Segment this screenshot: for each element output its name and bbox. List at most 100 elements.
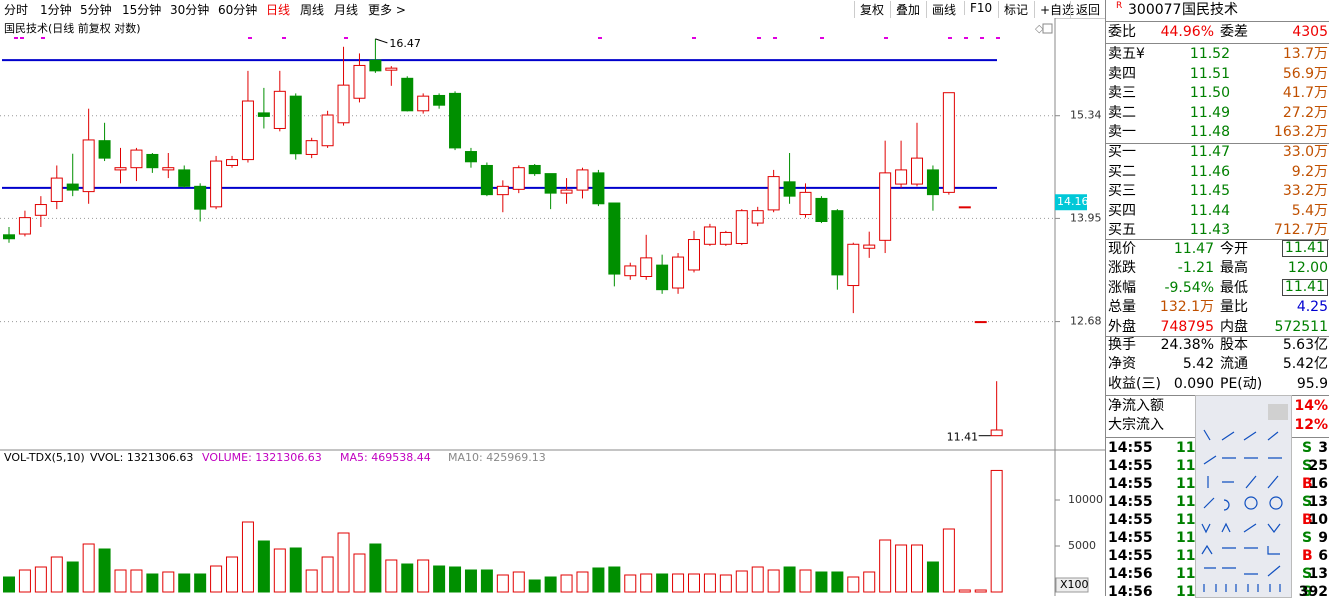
finance-row-cell: 0.090 <box>1173 375 1214 392</box>
candle-body <box>385 67 398 71</box>
book-size: 5.4万 <box>1291 202 1328 219</box>
trade-count: 6 <box>1318 548 1328 564</box>
volume-bar <box>82 543 95 593</box>
trade-side: S <box>1302 440 1313 456</box>
toolbar-button[interactable]: 标记 <box>998 1 1033 18</box>
toolbar-button[interactable]: F10 <box>964 1 997 15</box>
candle-body <box>449 92 462 149</box>
candle-body <box>990 429 1003 437</box>
candle-body <box>433 94 446 106</box>
volume-bar <box>608 566 621 593</box>
quote-row-cell: 11.47 <box>1173 241 1214 257</box>
candle-body <box>321 114 334 147</box>
period-tab[interactable]: 15分钟 <box>122 3 162 17</box>
volume-bar <box>687 573 700 593</box>
separator <box>1106 43 1329 44</box>
trade-row: 14:56 11. S 392 <box>1106 583 1329 596</box>
toolbar-button[interactable]: 叠加 <box>890 1 925 18</box>
toolbar-button[interactable]: +自选 <box>1034 1 1079 18</box>
volume-bar <box>592 567 605 593</box>
period-tab[interactable]: 周线 <box>300 3 325 17</box>
trade-row: 14:55 11. S 25 <box>1106 457 1329 476</box>
book-price: 11.51 <box>1189 65 1230 82</box>
trade-price: 11. <box>1176 548 1201 564</box>
separator <box>1106 336 1329 337</box>
quote-row-cell: 132.1万 <box>1159 299 1214 316</box>
volume-bar <box>767 569 780 593</box>
candle-body <box>98 140 111 159</box>
period-tab[interactable]: 60分钟 <box>218 3 258 17</box>
quote-row-cell: -1.21 <box>1177 260 1214 277</box>
book-price: 11.47 <box>1189 144 1230 160</box>
book-label: 买五 <box>1108 222 1136 238</box>
trade-count: 3 <box>1318 440 1328 456</box>
candle-body <box>719 231 732 245</box>
book-label: 买一 <box>1108 144 1136 160</box>
quote-row-cell: -9.54% <box>1164 279 1214 296</box>
volume-bar <box>353 553 366 593</box>
trade-price: 11. <box>1176 440 1201 456</box>
toolbar-button[interactable]: 复权 <box>854 1 889 18</box>
book-size: 33.0万 <box>1282 144 1328 160</box>
volume-bar <box>576 571 589 593</box>
candle-body <box>82 139 95 193</box>
candle-body <box>831 210 844 276</box>
ratio-row-cell: 44.96% <box>1160 24 1214 40</box>
period-tab[interactable]: 更多 > <box>368 3 406 17</box>
period-tab[interactable]: 1分钟 <box>40 3 72 17</box>
tool-btn[interactable] <box>1268 404 1288 420</box>
toolbar-button[interactable]: 返回 <box>1070 1 1105 18</box>
period-tab[interactable]: 分时 <box>4 3 29 17</box>
y-tick-label: 5000 <box>1068 539 1096 552</box>
trade-count: 16 <box>1308 476 1328 492</box>
period-tab[interactable]: 30分钟 <box>170 3 210 17</box>
finance-row-cell: PE(动) <box>1220 375 1263 392</box>
volume-bar <box>98 548 111 593</box>
trade-count: 13 <box>1308 494 1328 510</box>
draw-tools-popup[interactable] <box>1195 395 1292 598</box>
quote-row-cell: 12.00 <box>1287 260 1328 277</box>
book-size: 56.9万 <box>1282 65 1328 82</box>
vol-title: VOL-TDX(5,10) <box>4 451 85 464</box>
y-tick-label: 10000 <box>1068 493 1103 506</box>
candle-body <box>560 189 573 194</box>
trade-time: 14:55 <box>1108 512 1153 528</box>
volume-bar <box>210 565 223 593</box>
book-size: 13.7万 <box>1282 46 1328 62</box>
period-tab[interactable]: 5分钟 <box>80 3 112 17</box>
cursor-box <box>1055 194 1087 211</box>
candle-body <box>576 169 589 191</box>
candle-body <box>401 77 414 112</box>
book-size: 712.7万 <box>1273 222 1328 238</box>
volume-bar <box>799 569 812 593</box>
book-price: 11.52 <box>1189 46 1230 62</box>
volume-bar <box>544 576 557 593</box>
vol-ma5: MA5: 469538.44 <box>340 451 431 464</box>
volume-bar <box>178 573 191 593</box>
volume-bar <box>449 566 462 593</box>
quote-row-cell: 572511 <box>1274 318 1328 335</box>
flow-value: 14% <box>1294 398 1328 414</box>
toolbar-button[interactable]: 画线 <box>926 1 961 18</box>
period-tab[interactable]: 月线 <box>334 3 359 17</box>
flow-value: 12% <box>1294 417 1328 433</box>
book-price: 11.46 <box>1189 163 1230 180</box>
book-size: 9.2万 <box>1291 163 1328 180</box>
volume-bar <box>783 566 796 593</box>
volume-bar <box>480 569 493 593</box>
quote-row-cell: 现价 <box>1108 241 1136 257</box>
trade-time: 14:55 <box>1108 530 1153 546</box>
candle-body <box>926 169 939 196</box>
icon[interactable] <box>1042 23 1053 34</box>
chart: 国民技术(日线 前复权 对数) ◇ VOL-TDX(5,10) VVOL: 13… <box>0 18 1105 596</box>
book-size: 27.2万 <box>1282 104 1328 121</box>
vol-ma10: MA10: 425969.13 <box>448 451 546 464</box>
candle-body <box>640 257 653 278</box>
icon[interactable]: ◇ <box>1035 22 1044 35</box>
vol-vvol: VVOL: 1321306.63 <box>90 451 193 464</box>
period-tab[interactable]: 日线 <box>266 3 291 17</box>
trade-price: 11. <box>1176 566 1201 582</box>
quote-row-cell: 最低 <box>1220 279 1248 296</box>
y-tick-label: 15.34 <box>1070 109 1102 122</box>
finance-row-cell: 流通 <box>1220 356 1248 373</box>
